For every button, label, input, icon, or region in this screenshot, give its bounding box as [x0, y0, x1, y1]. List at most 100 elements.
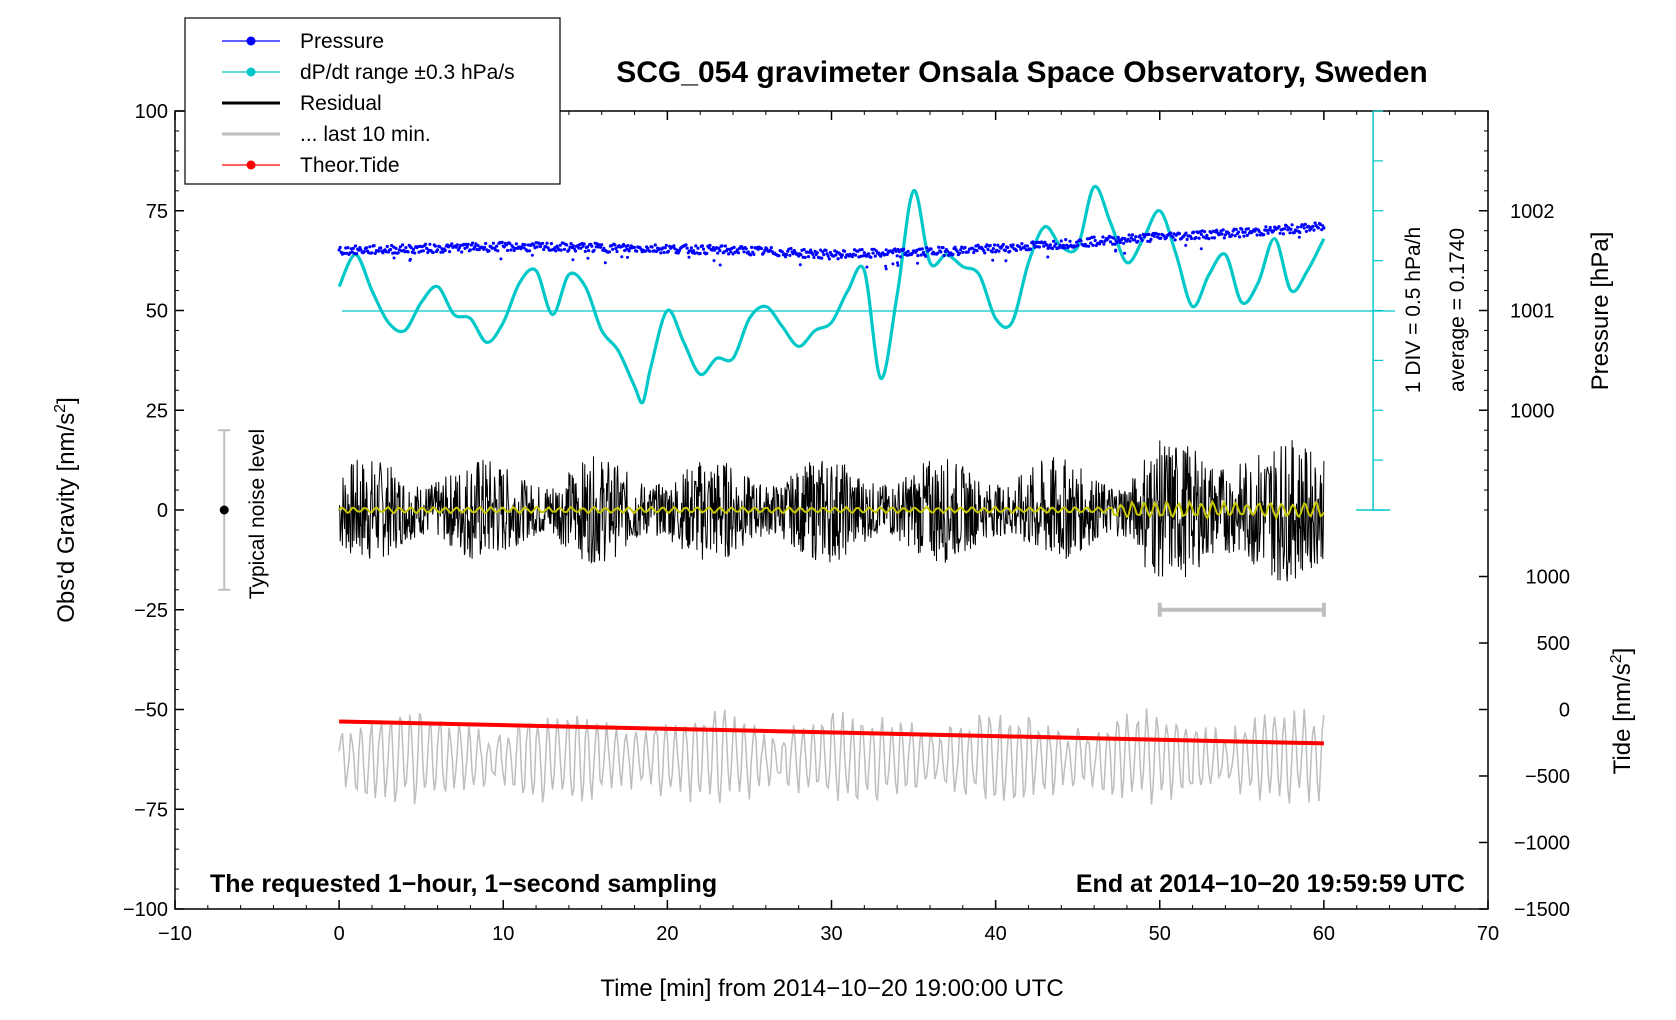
- pressure-point: [401, 243, 405, 247]
- pressure-point: [554, 249, 558, 253]
- pressure-outlier-point: [626, 255, 629, 259]
- pressure-point: [1020, 242, 1024, 246]
- pressure-point: [1023, 244, 1027, 248]
- pressure-point: [1307, 224, 1311, 228]
- pressure-point: [961, 250, 965, 254]
- pressure-point: [650, 245, 654, 249]
- pressure-point: [705, 251, 709, 255]
- pressure-point: [844, 255, 848, 259]
- legend-label: dP/dt range ±0.3 hPa/s: [300, 61, 515, 84]
- pressure-point: [353, 244, 358, 248]
- pressure-point: [1234, 227, 1238, 231]
- pressure-point: [1212, 236, 1217, 240]
- pressure-point: [1122, 241, 1126, 245]
- pressure-tick-label: 1000: [1510, 400, 1555, 422]
- pressure-point: [748, 253, 753, 257]
- pressure-point: [1130, 233, 1134, 237]
- pressure-outlier-point: [408, 258, 412, 262]
- pressure-point: [992, 243, 997, 247]
- legend-label: Theor.Tide: [300, 154, 400, 177]
- pressure-point: [1006, 245, 1010, 250]
- pressure-point: [803, 255, 807, 259]
- pressure-point: [1138, 234, 1142, 238]
- pressure-point: [653, 243, 657, 247]
- pressure-point: [1052, 239, 1056, 243]
- pressure-point: [1197, 236, 1201, 240]
- pressure-point: [1037, 245, 1041, 249]
- pressure-point: [736, 251, 741, 255]
- pressure-point: [957, 251, 962, 255]
- pressure-point: [1079, 239, 1083, 243]
- pressure-point: [684, 243, 688, 247]
- pressure-point: [421, 249, 425, 253]
- pressure-point: [1008, 249, 1012, 253]
- pressure-point: [1268, 225, 1272, 230]
- pressure-point: [780, 250, 784, 254]
- pressure-point: [1116, 235, 1120, 239]
- pressure-point: [1266, 231, 1270, 235]
- pressure-point: [854, 253, 858, 257]
- pressure-point: [1136, 239, 1140, 243]
- pressure-point: [663, 246, 667, 250]
- pressure-point: [509, 248, 513, 252]
- pressure-point: [1205, 233, 1209, 237]
- pressure-point: [720, 244, 724, 248]
- legend-label: Residual: [300, 92, 382, 115]
- pressure-point: [1140, 238, 1144, 242]
- pressure-point: [836, 257, 840, 261]
- pressure-point: [936, 251, 940, 255]
- pressure-point: [785, 253, 789, 257]
- pressure-point: [466, 242, 470, 246]
- pressure-point: [840, 253, 845, 257]
- pressure-point: [1289, 227, 1293, 231]
- y-tick-label: 100: [135, 101, 168, 123]
- pressure-point: [441, 250, 445, 254]
- pressure-point: [789, 246, 793, 251]
- pressure-point: [573, 249, 578, 253]
- pressure-outlier-point: [865, 265, 869, 269]
- pressure-outlier-point: [530, 253, 534, 257]
- x-tick-label: −10: [158, 923, 192, 945]
- pressure-point: [406, 250, 410, 254]
- pressure-point: [1177, 232, 1181, 236]
- pressure-point: [860, 248, 864, 252]
- pressure-point: [1048, 243, 1052, 247]
- pressure-point: [812, 255, 816, 259]
- pressure-point: [696, 246, 700, 250]
- pressure-point: [731, 252, 735, 256]
- pressure-point: [662, 250, 666, 255]
- y-axis-ticks: 100 75 50 25 0 −25 −50 −75 −100: [123, 101, 184, 921]
- pressure-point: [1282, 227, 1287, 231]
- pressure-point: [346, 246, 350, 250]
- pressure-point: [975, 249, 979, 253]
- pressure-point: [769, 246, 773, 250]
- pressure-point: [1108, 240, 1113, 244]
- dpdt-average-label: average = 0.1740: [1446, 228, 1469, 392]
- pressure-point: [729, 250, 733, 254]
- pressure-point: [364, 246, 369, 250]
- tide-tick-label: −1500: [1514, 899, 1570, 921]
- pressure-point: [799, 253, 803, 257]
- pressure-point: [919, 253, 923, 257]
- pressure-point: [1222, 236, 1226, 240]
- pressure-point: [1057, 246, 1061, 250]
- pressure-point: [473, 245, 477, 249]
- pressure-point: [614, 246, 618, 251]
- pressure-point: [1240, 227, 1244, 231]
- pressure-point: [409, 246, 413, 250]
- pressure-point: [632, 245, 637, 249]
- pressure-point: [1058, 243, 1062, 247]
- pressure-point: [351, 246, 355, 250]
- pressure-point: [1001, 242, 1005, 247]
- pressure-point: [622, 242, 626, 247]
- pressure-point: [871, 251, 875, 255]
- pressure-point: [873, 254, 877, 258]
- pressure-point: [1281, 232, 1285, 236]
- pressure-point: [587, 249, 591, 253]
- pressure-point: [937, 245, 941, 249]
- pressure-point: [689, 246, 694, 250]
- pressure-point: [431, 250, 435, 254]
- pressure-point: [955, 249, 959, 254]
- pressure-point: [744, 247, 748, 251]
